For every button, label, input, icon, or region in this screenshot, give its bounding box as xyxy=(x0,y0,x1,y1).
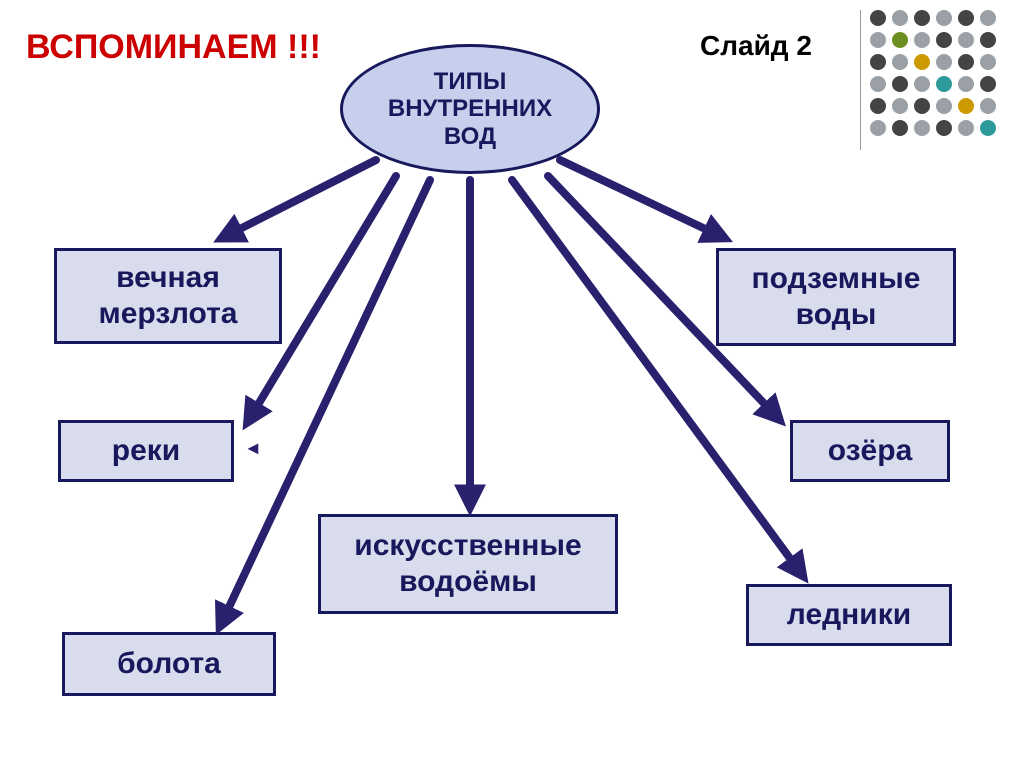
dot-icon xyxy=(936,120,952,136)
dot-icon xyxy=(958,120,974,136)
page-title: ВСПОМИНАЕМ !!! xyxy=(26,28,321,67)
dot-icon xyxy=(914,10,930,26)
slide-number-label: Слайд 2 xyxy=(700,30,812,62)
dot-icon xyxy=(892,76,908,92)
center-node-text: ТИПЫВНУТРЕННИХВОД xyxy=(388,68,552,151)
box-permafrost: вечнаямерзлота xyxy=(54,248,282,344)
dot-icon xyxy=(892,98,908,114)
dot-icon xyxy=(980,10,996,26)
dot-icon xyxy=(936,32,952,48)
dot-icon xyxy=(980,32,996,48)
decorative-triangle-icon: ◄ xyxy=(244,438,262,459)
dot-icon xyxy=(958,76,974,92)
dot-icon xyxy=(914,54,930,70)
box-label: реки xyxy=(112,433,180,469)
dot-icon xyxy=(914,32,930,48)
dot-icon xyxy=(958,32,974,48)
dot-icon xyxy=(936,98,952,114)
dot-icon xyxy=(980,76,996,92)
dot-pattern-decoration xyxy=(870,10,1002,142)
dot-icon xyxy=(892,54,908,70)
dot-icon xyxy=(936,76,952,92)
box-swamps: болота xyxy=(62,632,276,696)
box-label: ледники xyxy=(787,597,911,633)
box-groundwater: подземныеводы xyxy=(716,248,956,346)
divider-line xyxy=(860,10,861,150)
dot-icon xyxy=(980,98,996,114)
box-label: озёра xyxy=(828,433,913,469)
box-label: вечнаямерзлота xyxy=(99,260,238,332)
dot-icon xyxy=(870,76,886,92)
box-label: подземныеводы xyxy=(752,261,921,333)
center-node: ТИПЫВНУТРЕННИХВОД xyxy=(340,44,600,174)
dot-icon xyxy=(980,120,996,136)
dot-icon xyxy=(914,120,930,136)
dot-icon xyxy=(870,120,886,136)
box-glaciers: ледники xyxy=(746,584,952,646)
box-label: искусственныеводоёмы xyxy=(354,528,581,600)
dot-icon xyxy=(914,76,930,92)
dot-icon xyxy=(870,54,886,70)
dot-icon xyxy=(936,10,952,26)
box-rivers: реки xyxy=(58,420,234,482)
dot-icon xyxy=(980,54,996,70)
dot-icon xyxy=(958,98,974,114)
dot-icon xyxy=(870,98,886,114)
dot-icon xyxy=(958,10,974,26)
dot-icon xyxy=(892,120,908,136)
box-lakes: озёра xyxy=(790,420,950,482)
dot-icon xyxy=(958,54,974,70)
dot-icon xyxy=(936,54,952,70)
dot-icon xyxy=(870,10,886,26)
dot-icon xyxy=(870,32,886,48)
box-artificial-reservoirs: искусственныеводоёмы xyxy=(318,514,618,614)
dot-icon xyxy=(914,98,930,114)
box-label: болота xyxy=(117,646,221,682)
dot-icon xyxy=(892,10,908,26)
dot-icon xyxy=(892,32,908,48)
